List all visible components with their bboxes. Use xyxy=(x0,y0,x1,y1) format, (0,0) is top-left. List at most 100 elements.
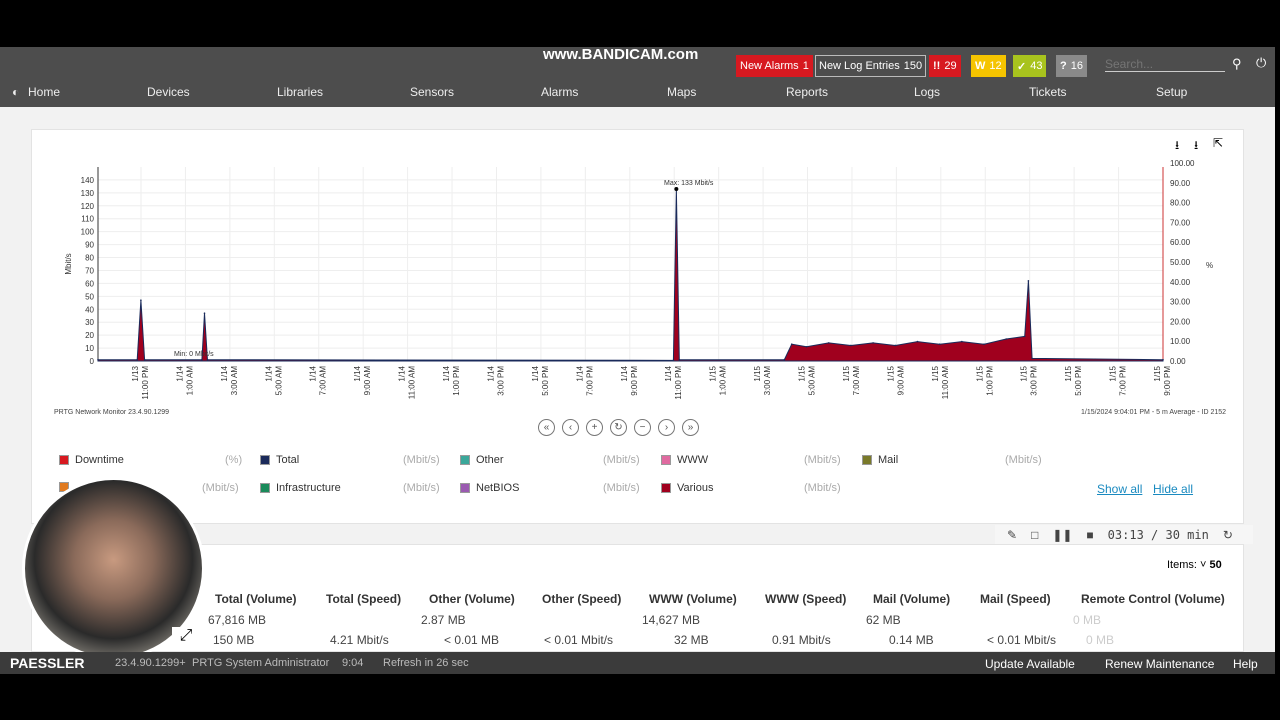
note-icon[interactable]: □ xyxy=(1031,527,1039,542)
new-log-entries-button[interactable]: New Log Entries 150 xyxy=(815,55,927,77)
chart-footer-right: 1/15/2024 9:04:01 PM - 5 m Average - ID … xyxy=(1081,409,1227,416)
legend-checkbox[interactable] xyxy=(661,483,671,493)
nav-item-sensors[interactable]: Sensors xyxy=(410,85,455,99)
nav-item-alarms[interactable]: Alarms xyxy=(541,85,579,99)
nav-item-libraries[interactable]: Libraries xyxy=(277,85,324,99)
pause-icon[interactable]: ❚❚ xyxy=(1052,527,1073,542)
hide-all-link[interactable]: Hide all xyxy=(1153,482,1194,496)
chart-nav-button[interactable]: › xyxy=(658,419,675,436)
items-label[interactable]: Items: ˅ 50 xyxy=(1167,559,1222,571)
legend-item[interactable]: WWW xyxy=(661,454,708,466)
status-badge[interactable]: W 12 xyxy=(971,55,1006,77)
power-icon[interactable]: ⏻ xyxy=(1256,55,1267,70)
legend-checkbox[interactable] xyxy=(260,455,270,465)
legend-checkbox[interactable] xyxy=(460,455,470,465)
version: 23.4.90.1299+ xyxy=(115,657,186,669)
legend-unit: (%) xyxy=(225,454,243,466)
legend-checkbox[interactable] xyxy=(862,455,872,465)
nav-item-home[interactable]: Home xyxy=(28,85,61,99)
nav-item-logs[interactable]: Logs xyxy=(914,85,941,99)
status-count: 12 xyxy=(989,60,1002,72)
user[interactable]: PRTG System Administrator xyxy=(192,657,330,669)
status-count: 16 xyxy=(1070,60,1083,72)
status-badge[interactable]: !! 29 xyxy=(929,55,961,77)
table-cell: 32 MB xyxy=(674,633,709,647)
status-count: 29 xyxy=(944,60,957,72)
search-input[interactable] xyxy=(1105,57,1225,72)
legend-checkbox[interactable] xyxy=(260,483,270,493)
paessler-logo: PAESSLER xyxy=(10,655,85,671)
recorder-panel: ✎ □ ❚❚ ■ 03:13 / 30 min ↻ xyxy=(995,525,1253,544)
column-header[interactable]: Total (Speed) xyxy=(326,592,402,606)
nav-item-devices[interactable]: Devices xyxy=(147,85,190,99)
watermark: www.BANDICAM.com xyxy=(543,46,699,63)
refresh-status[interactable]: Refresh in 26 sec xyxy=(383,657,469,669)
status-icon: !! xyxy=(933,60,941,72)
column-header[interactable]: Remote Control (Volume) xyxy=(1081,592,1225,606)
chart-nav-button[interactable]: + xyxy=(586,419,603,436)
legend-item[interactable]: Total xyxy=(260,454,299,466)
show-all-link[interactable]: Show all xyxy=(1097,482,1143,496)
chart-nav-button[interactable]: « xyxy=(538,419,555,436)
nav-item-tickets[interactable]: Tickets xyxy=(1029,85,1067,99)
legend-item[interactable]: Various xyxy=(661,482,713,494)
legend-item[interactable]: Mail xyxy=(862,454,898,466)
refresh-icon[interactable]: ↻ xyxy=(1222,527,1233,542)
column-header[interactable]: Other (Volume) xyxy=(429,592,515,606)
legend-checkbox[interactable] xyxy=(661,455,671,465)
legend-unit: (Mbit/s) xyxy=(403,454,440,466)
pencil-icon[interactable]: ✎ xyxy=(1007,527,1018,542)
legend-item[interactable]: Infrastructure xyxy=(260,482,341,494)
column-header[interactable]: WWW (Speed) xyxy=(765,592,847,606)
stop-icon[interactable]: ■ xyxy=(1086,527,1094,542)
legend-label: Other xyxy=(476,454,504,466)
column-header[interactable]: Other (Speed) xyxy=(542,592,622,606)
update-available-link[interactable]: Update Available xyxy=(985,657,1075,671)
chart-nav-button[interactable]: ‹ xyxy=(562,419,579,436)
legend-unit: (Mbit/s) xyxy=(603,454,640,466)
table-cell: 4.21 Mbit/s xyxy=(330,633,389,647)
nav-item-maps[interactable]: Maps xyxy=(667,85,697,99)
nav-item-reports[interactable]: Reports xyxy=(786,85,829,99)
legend-label: Total xyxy=(276,454,300,466)
download-icon[interactable]: ⭳ xyxy=(1194,138,1199,152)
table-cell: 0.14 MB xyxy=(889,633,934,647)
column-header[interactable]: Mail (Volume) xyxy=(873,592,951,606)
legend-label: Downtime xyxy=(75,454,124,466)
status-badge[interactable]: ? 16 xyxy=(1056,55,1087,77)
top-bar: New Alarms 1 New Log Entries 150 !! 29 W 12 ✓ 4… xyxy=(0,47,1275,107)
nav-item-setup[interactable]: Setup xyxy=(1156,85,1188,99)
expand-video-icon[interactable]: ⤢ xyxy=(172,627,200,651)
legend-label: Mail xyxy=(878,454,899,466)
chart-nav-button[interactable]: » xyxy=(682,419,699,436)
column-header[interactable]: WWW (Volume) xyxy=(649,592,737,606)
table-cell: < 0.01 Mbit/s xyxy=(987,633,1057,647)
legend-unit: (Mbit/s) xyxy=(202,482,239,494)
new-alarms-button[interactable]: New Alarms 1 xyxy=(736,55,813,77)
legend-checkbox[interactable] xyxy=(460,483,470,493)
download-icon[interactable]: ⭳ xyxy=(1175,138,1180,152)
legend-item[interactable]: Other xyxy=(460,454,504,466)
label: New Alarms xyxy=(740,60,799,72)
count: 150 xyxy=(903,60,923,72)
chart-nav-button[interactable]: ↻ xyxy=(610,419,627,436)
legend-label: Various xyxy=(677,482,714,494)
help-link[interactable]: Help xyxy=(1233,657,1258,671)
status-badge[interactable]: ✓ 43 xyxy=(1013,55,1047,77)
legend-item[interactable]: NetBIOS xyxy=(460,482,519,494)
renew-maintenance-link[interactable]: Renew Maintenance xyxy=(1105,657,1215,671)
column-header[interactable]: Total (Volume) xyxy=(215,592,297,606)
legend-unit: (Mbit/s) xyxy=(1005,454,1042,466)
search-icon[interactable]: ⚲ xyxy=(1232,56,1242,71)
legend-checkbox[interactable] xyxy=(59,455,69,465)
legend-item[interactable]: Downtime xyxy=(59,454,124,466)
expand-icon[interactable]: ⇱ xyxy=(1213,136,1224,150)
column-header[interactable]: Mail (Speed) xyxy=(980,592,1051,606)
clock-time: 9:04 xyxy=(342,657,364,669)
table-card: Items: ˅ 50 Total (Volume) Total (Speed) O… xyxy=(31,544,1244,652)
items-value: 50 xyxy=(1209,559,1222,571)
table-cell: 0 MB xyxy=(1073,613,1102,627)
status-count: 43 xyxy=(1030,60,1043,72)
label: New Log Entries xyxy=(819,60,900,72)
chart-nav-button[interactable]: − xyxy=(634,419,651,436)
